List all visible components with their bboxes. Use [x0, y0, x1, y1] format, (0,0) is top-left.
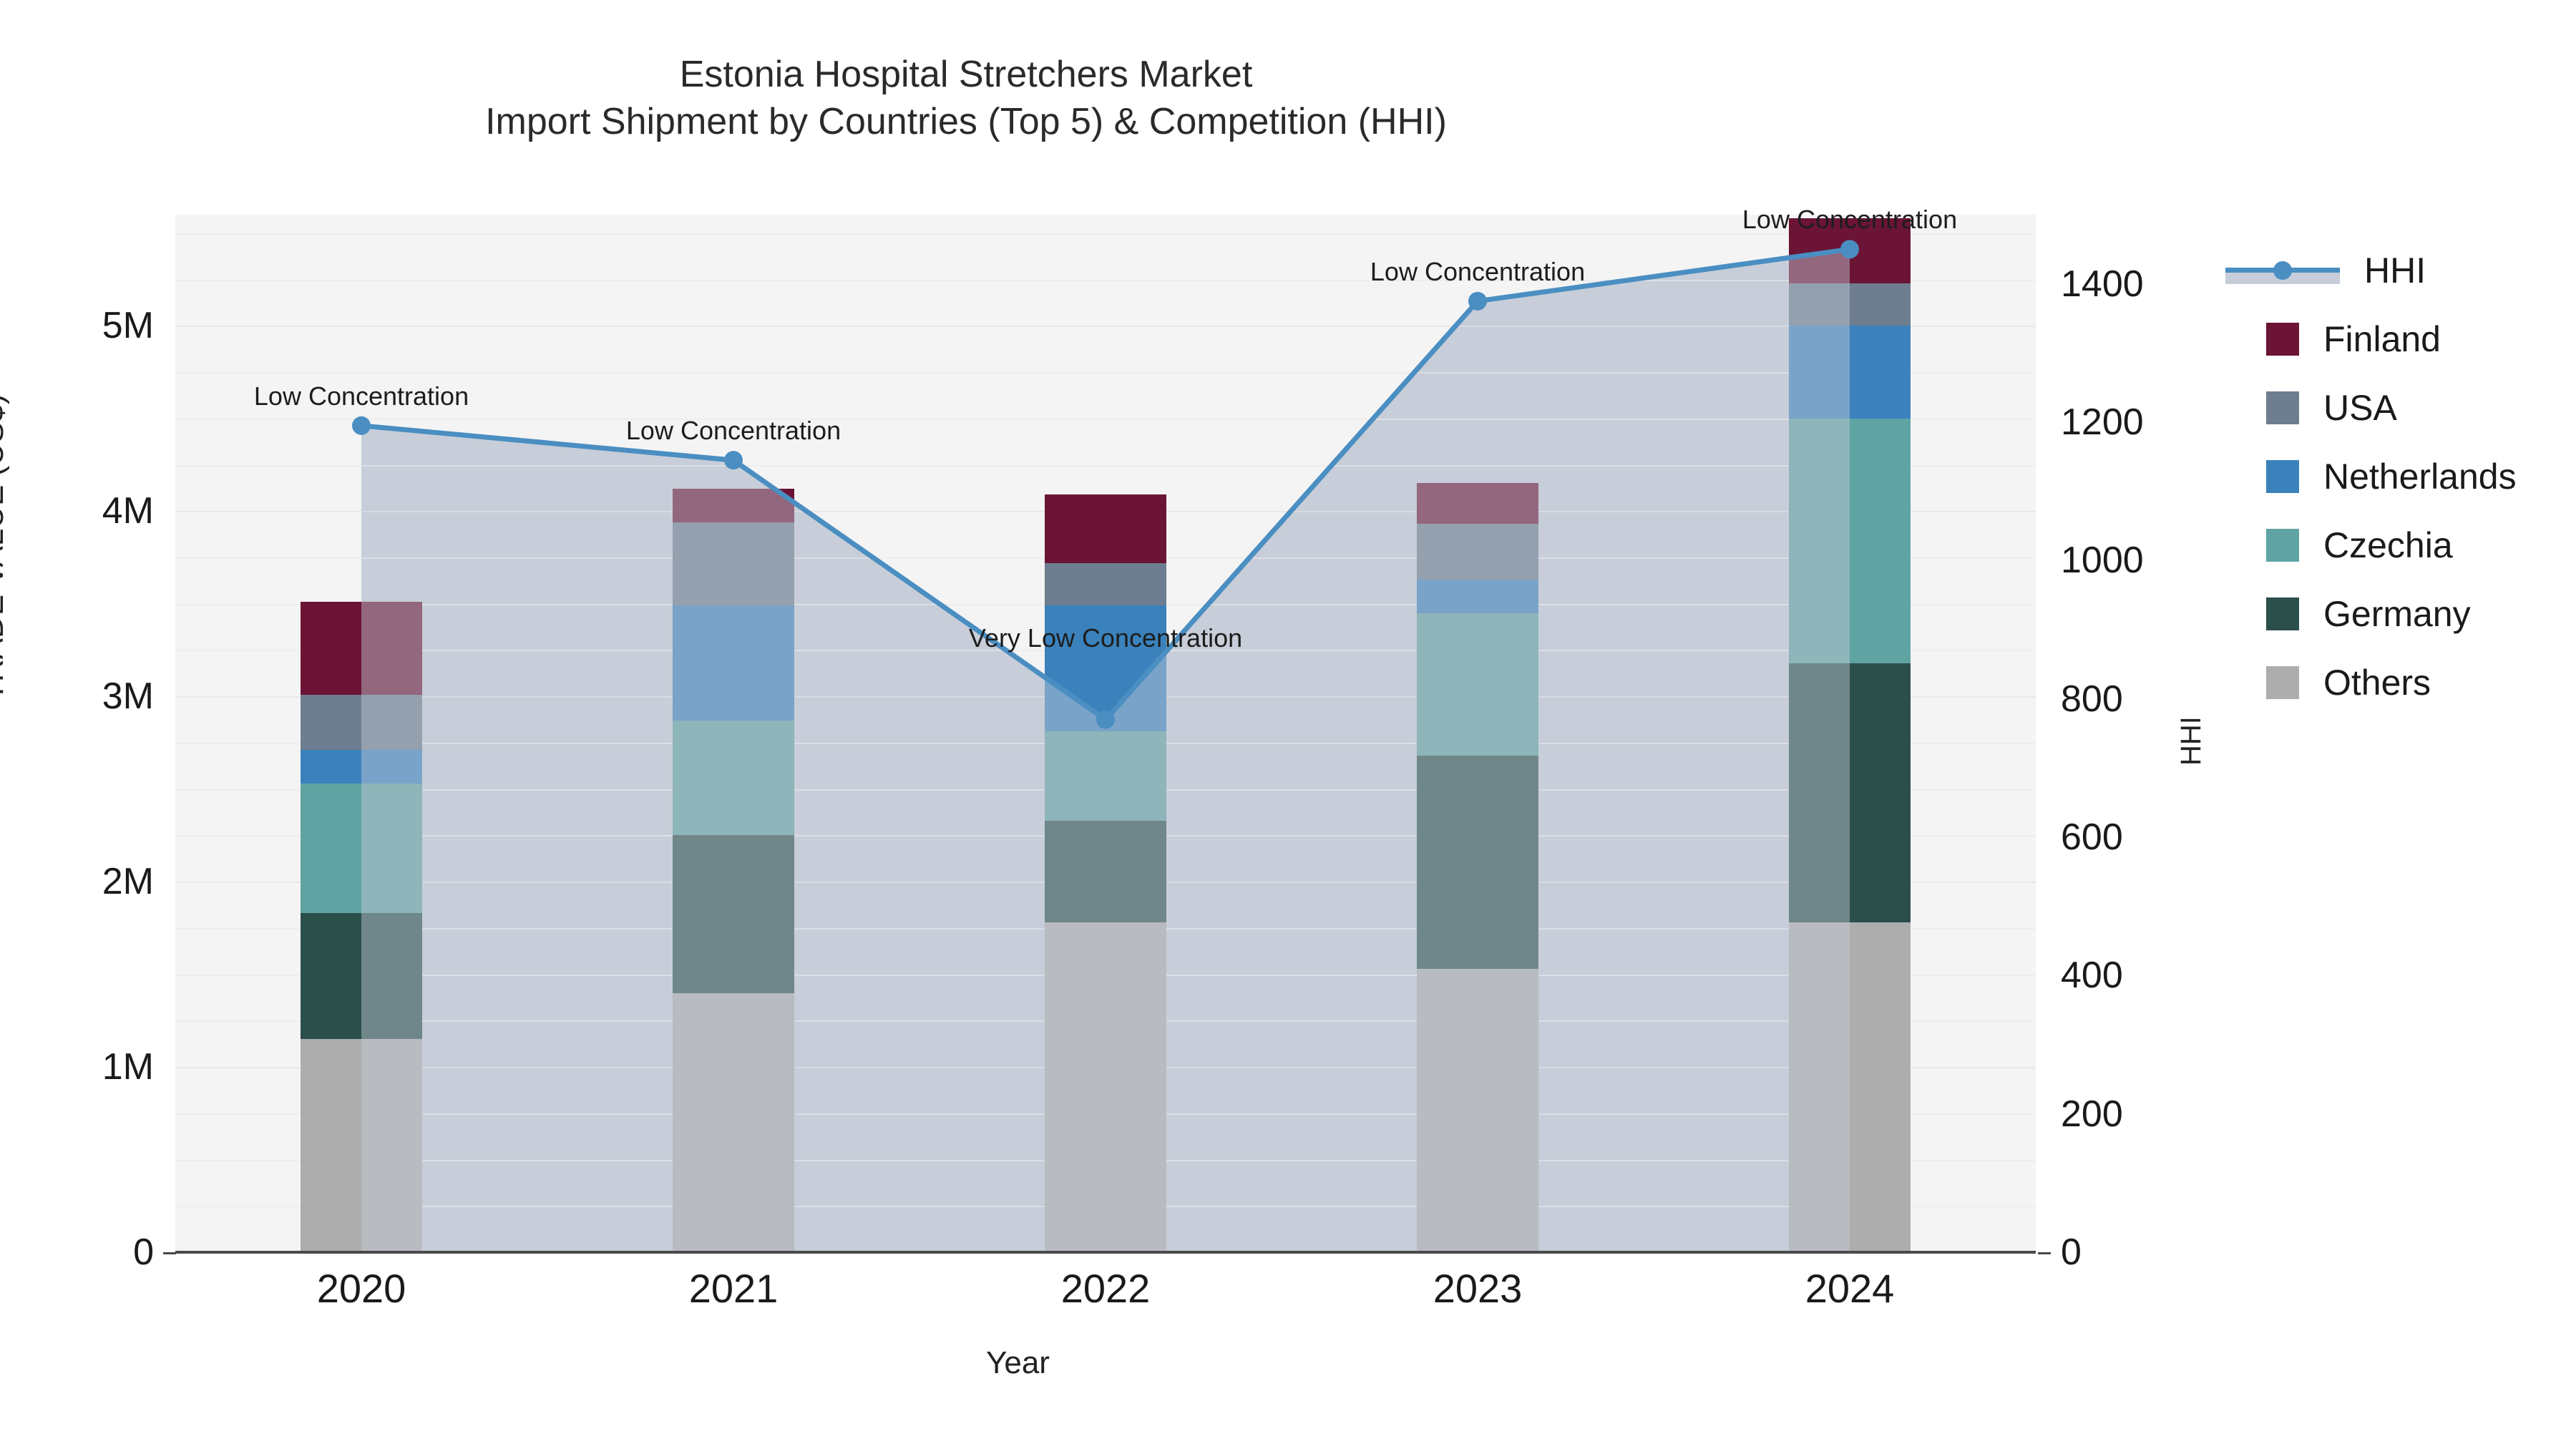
- bar-segment-usa[interactable]: [673, 522, 794, 606]
- annotation-2020: Low Concentration: [253, 381, 469, 411]
- y-axis-right-tick-label: 600: [2061, 816, 2123, 858]
- gridline: [175, 279, 2036, 281]
- gridline: [175, 464, 2036, 467]
- bar-segment-finland[interactable]: [1045, 494, 1166, 563]
- legend-swatch-finland-icon: [2266, 323, 2299, 356]
- legend-item-netherlands[interactable]: Netherlands: [2225, 442, 2569, 511]
- legend-label: USA: [2323, 388, 2397, 428]
- bar-segment-usa[interactable]: [1789, 283, 1911, 326]
- y-axis-right-tickmark: [2038, 1252, 2051, 1254]
- bar-segment-usa[interactable]: [1417, 524, 1538, 580]
- gridline: [175, 372, 2036, 374]
- legend-swatch-others-icon: [2266, 666, 2299, 699]
- bar-segment-czechia[interactable]: [1417, 613, 1538, 756]
- bar-2020[interactable]: [301, 602, 422, 1252]
- legend-label: Netherlands: [2323, 457, 2517, 497]
- legend-line-key-icon: [2225, 254, 2340, 287]
- bar-segment-usa[interactable]: [301, 694, 422, 751]
- legend-swatch-usa-icon: [2266, 391, 2299, 424]
- legend-line-marker: [2273, 261, 2292, 280]
- x-axis-tick-2020: 2020: [316, 1266, 406, 1311]
- bar-segment-others[interactable]: [673, 992, 794, 1252]
- bar-segment-germany[interactable]: [673, 835, 794, 993]
- bar-segment-netherlands[interactable]: [1789, 326, 1911, 419]
- legend-swatch-czechia-icon: [2266, 529, 2299, 562]
- x-axis-tick-2023: 2023: [1433, 1266, 1523, 1311]
- chart-title-line-2: Import Shipment by Countries (Top 5) & C…: [485, 100, 1447, 142]
- bar-segment-others[interactable]: [1045, 922, 1166, 1252]
- bar-segment-netherlands[interactable]: [1417, 580, 1538, 613]
- bar-segment-finland[interactable]: [301, 602, 422, 695]
- y-axis-right-title: HHI: [2175, 716, 2207, 766]
- bar-segment-netherlands[interactable]: [673, 605, 794, 721]
- annotation-2021: Low Concentration: [625, 416, 841, 446]
- legend-swatch-germany-icon: [2266, 597, 2299, 630]
- legend-item-usa[interactable]: USA: [2225, 374, 2569, 442]
- y-axis-right-tick-label: 1400: [2061, 263, 2144, 305]
- bar-segment-germany[interactable]: [301, 913, 422, 1040]
- bar-segment-czechia[interactable]: [673, 720, 794, 836]
- y-axis-left-tick-label: 2M: [102, 861, 154, 903]
- gridline: [175, 233, 2036, 235]
- legend-label: Finland: [2323, 319, 2441, 359]
- legend-label: Czechia: [2323, 525, 2453, 565]
- y-axis-right-tick-label: 800: [2061, 678, 2123, 720]
- y-axis-left-title: TRADE VALUE (US$): [0, 394, 10, 702]
- legend-item-czechia[interactable]: Czechia: [2225, 511, 2569, 580]
- bar-segment-czechia[interactable]: [1045, 731, 1166, 821]
- bar-2022[interactable]: [1045, 494, 1166, 1252]
- bar-2023[interactable]: [1417, 483, 1538, 1252]
- legend-item-others[interactable]: Others: [2225, 648, 2569, 717]
- y-axis-left-tickmark: [163, 1252, 176, 1254]
- legend-item-germany[interactable]: Germany: [2225, 580, 2569, 648]
- y-axis-left-tick-label: 4M: [102, 490, 154, 532]
- bar-segment-others[interactable]: [301, 1039, 422, 1252]
- bar-segment-finland[interactable]: [1417, 483, 1538, 525]
- x-axis-tick-2024: 2024: [1805, 1266, 1895, 1311]
- bar-segment-czechia[interactable]: [1789, 418, 1911, 663]
- legend-item-finland[interactable]: Finland: [2225, 305, 2569, 374]
- y-axis-left-tick-label: 5M: [102, 305, 154, 347]
- x-axis-line: [175, 1251, 2036, 1254]
- legend-label: Others: [2323, 663, 2431, 703]
- bar-segment-germany[interactable]: [1789, 663, 1911, 923]
- y-axis-right-tick-label: 400: [2061, 955, 2123, 997]
- y-axis-left-tick-label: 0: [133, 1231, 154, 1273]
- bar-segment-usa[interactable]: [1045, 562, 1166, 606]
- bar-segment-germany[interactable]: [1045, 820, 1166, 923]
- legend-swatch-netherlands-icon: [2266, 460, 2299, 493]
- bar-segment-others[interactable]: [1417, 968, 1538, 1252]
- bar-2021[interactable]: [673, 489, 794, 1252]
- x-axis-tick-2022: 2022: [1060, 1266, 1151, 1311]
- y-axis-right-tick-label: 0: [2061, 1231, 2082, 1273]
- bar-segment-others[interactable]: [1789, 922, 1911, 1252]
- legend-item-hhi[interactable]: HHI: [2225, 236, 2569, 305]
- y-axis-left-tick-label: 3M: [102, 675, 154, 718]
- gridline: [175, 418, 2036, 420]
- legend-label: HHI: [2364, 250, 2426, 291]
- chart-title-line-1: Estonia Hospital Stretchers Market: [679, 54, 1253, 95]
- x-axis-title: Year: [986, 1345, 1050, 1380]
- legend: HHI Finland USA Netherlands Czechia Germany Ot…: [2225, 236, 2569, 717]
- y-axis-right-tick-label: 200: [2061, 1093, 2123, 1135]
- chart-title: Estonia Hospital Stretchers Market Impor…: [0, 52, 1932, 145]
- bar-2024[interactable]: [1789, 218, 1911, 1252]
- legend-label: Germany: [2323, 594, 2471, 634]
- gridline-major: [175, 326, 2036, 328]
- annotation-2023: Low Concentration: [1370, 256, 1586, 286]
- annotation-2024: Low Concentration: [1742, 205, 1958, 235]
- x-axis-tick-2021: 2021: [688, 1266, 779, 1311]
- plot-area: Low Concentration Low Concentration Very L…: [175, 205, 2036, 1254]
- y-axis-right-tick-label: 1000: [2061, 540, 2144, 582]
- y-axis-left-tick-label: 1M: [102, 1046, 154, 1088]
- bar-segment-germany[interactable]: [1417, 756, 1538, 969]
- annotation-2022: Very Low Concentration: [968, 623, 1243, 653]
- bar-segment-czechia[interactable]: [301, 783, 422, 914]
- bar-segment-finland[interactable]: [673, 489, 794, 522]
- bar-segment-netherlands[interactable]: [301, 750, 422, 784]
- y-axis-right-tick-label: 1200: [2061, 401, 2144, 443]
